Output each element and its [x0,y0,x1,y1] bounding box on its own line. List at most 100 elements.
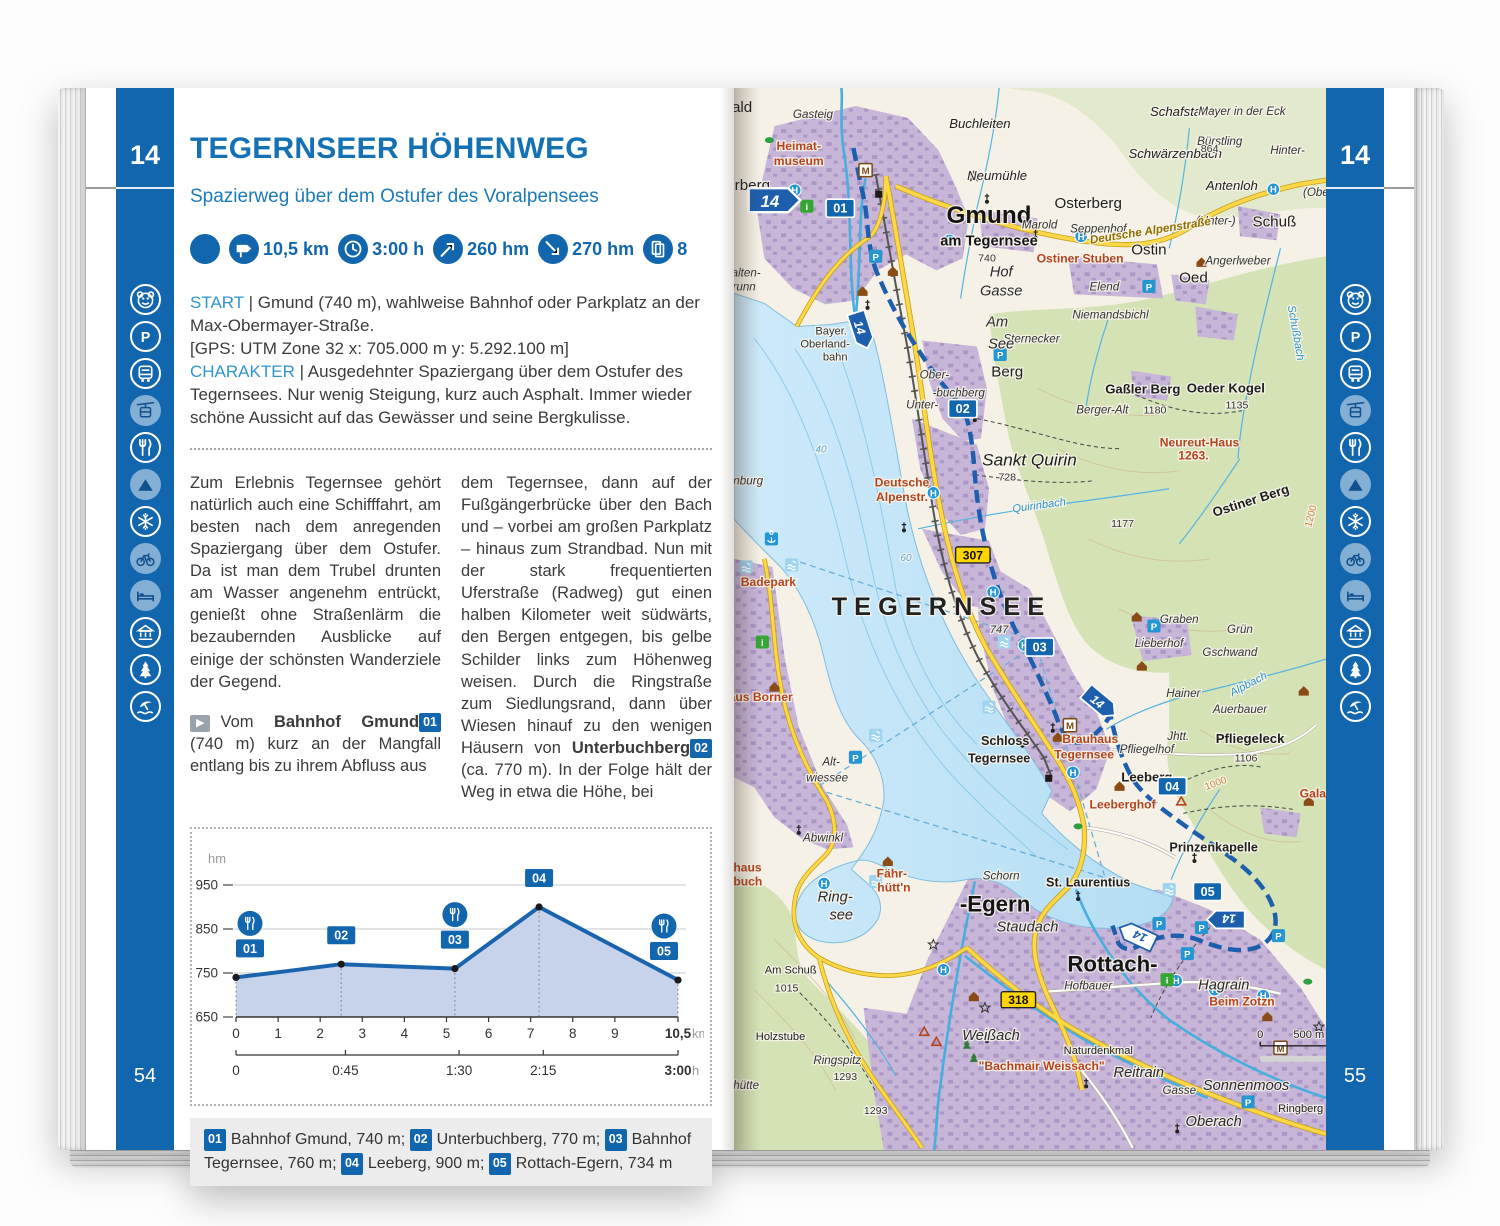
info-icon: i [755,635,769,649]
stat-ascent: 260 hm [433,234,530,265]
map-waypoint-04: 04 [1157,776,1188,797]
map-label: Gschwand [1202,647,1257,659]
map-label: museum [774,154,824,168]
map-label: Hinter- [1270,145,1305,157]
map-label: Hof [990,264,1015,280]
map-label: Prinzenkapelle [1169,840,1258,854]
bus-stop-icon: H [986,585,1000,599]
svg-text:P: P [1146,282,1153,293]
map-label: "Bachmair Weissach" [979,1059,1105,1073]
map-label: Oberland- [800,339,850,351]
bus-stop-icon: H [1256,988,1271,1003]
svg-text:7: 7 [527,1026,535,1041]
article-columns: Zum Erlebnis Tegernsee gehört natürlich … [190,472,712,804]
map-label: bahn [823,352,848,364]
map-label: (Obe [1303,187,1326,199]
parking-icon: P [1194,921,1209,935]
road-badge-307: 307 [954,546,991,564]
svg-text:2: 2 [316,1026,324,1041]
svg-text:H: H [1173,976,1180,987]
snowflake-icon [129,506,161,537]
svg-text:H: H [1070,768,1077,779]
bathing-icon [997,635,1011,649]
map-label: Heimat- [777,139,822,153]
map-label: ald [734,99,752,116]
map-label: 747 [990,624,1009,636]
svg-text:P: P [1245,1098,1252,1109]
map-label: Osterberg [1054,195,1121,212]
map-label: Jhtt. [1166,731,1189,743]
charakter-text: | Ausgedehnter Spaziergang über dem Ostu… [190,361,692,427]
map-forest-layer [734,88,1326,1150]
page-number-right: 55 [1343,1065,1367,1087]
tree-icon [969,1052,978,1062]
svg-text:0: 0 [232,1063,240,1078]
map-label: Mayer in der Eck [1198,106,1286,118]
svg-text:H: H [791,186,798,197]
pages-icon [643,234,674,265]
map-label: 1106 [1235,752,1258,764]
svg-text:H: H [940,965,947,976]
parking-icon: P [869,249,883,263]
svg-text:hm: hm [208,851,226,866]
church-icon [1050,722,1055,733]
svg-text:10,5: 10,5 [665,1026,692,1041]
svg-text:1:30: 1:30 [446,1063,472,1078]
svg-text:0: 0 [1257,1029,1263,1041]
bathing-icon [869,874,883,889]
map-label: 1135 [1226,400,1249,412]
mountain-icon [129,469,161,500]
bus-stop-icon: H [1074,229,1088,243]
map-streams [826,88,1326,1077]
play-icon [190,714,211,732]
guidebook: 14 54 TEGERNSEER HÖHENWEG Spazierweg übe… [58,88,1444,1187]
tour-feature-icons [1326,284,1384,722]
tour-stats-row: 10,5 km 3:00 h 260 hm 270 hm 8 [190,234,712,265]
waypoint-badge: 03 [604,1129,627,1151]
svg-text:P: P [1198,924,1205,935]
map-label: Bürstling [1197,136,1243,148]
svg-text:M: M [1066,721,1074,732]
map-label: (Unter-) [1196,215,1236,227]
svg-text:9: 9 [611,1026,619,1041]
article-column-2: dem Tegernsee, dann auf der Fußgängerbrü… [461,472,712,804]
svg-text:04: 04 [532,872,546,886]
map-label: Angerlweber [1204,255,1271,267]
museum-icon: M [1062,717,1078,733]
map-waypoint-01: 01 [825,198,856,219]
map-label: Schloss [981,734,1029,748]
parking-icon: P [1147,619,1161,633]
svg-text:02: 02 [334,929,348,943]
map-label: Tegernsee [1054,747,1114,761]
route-marker-14: 14 [1118,922,1159,953]
church-icon [1020,737,1025,748]
church-icon [984,193,990,204]
swim-icon [129,691,161,722]
map-roads [762,175,1326,1150]
map-label: 60 [900,553,912,564]
stat-clock: 3:00 h [338,234,424,265]
map-label: 1263. [1178,449,1208,463]
stat-pages: 8 [643,234,687,265]
swim-icon [1339,691,1371,722]
svg-text:6: 6 [485,1026,493,1041]
church-icon [865,299,870,310]
map-label: Ringberg [1278,1103,1323,1115]
map-label: Elend [1090,281,1120,293]
map-label: TEGERNSEE [832,593,1052,621]
svg-text:H: H [930,488,937,499]
stat-signpost: 10,5 km [229,234,329,265]
hut-icon [769,682,780,692]
camp-icon [918,1025,931,1037]
map-label: Auerbauer [1212,704,1268,716]
svg-text:3:00: 3:00 [664,1063,691,1078]
waypoint-badge: 04 [340,1153,363,1175]
map-label: Leeberghof [1090,797,1157,811]
map-label: Ostiner Stuben [1037,251,1124,265]
svg-text:H: H [821,879,828,890]
clock-icon [338,234,369,265]
bus-stop-icon: H [1066,765,1080,780]
hut-icon [882,856,893,866]
bed-icon [129,580,161,611]
stat-value: 260 hm [467,238,530,259]
